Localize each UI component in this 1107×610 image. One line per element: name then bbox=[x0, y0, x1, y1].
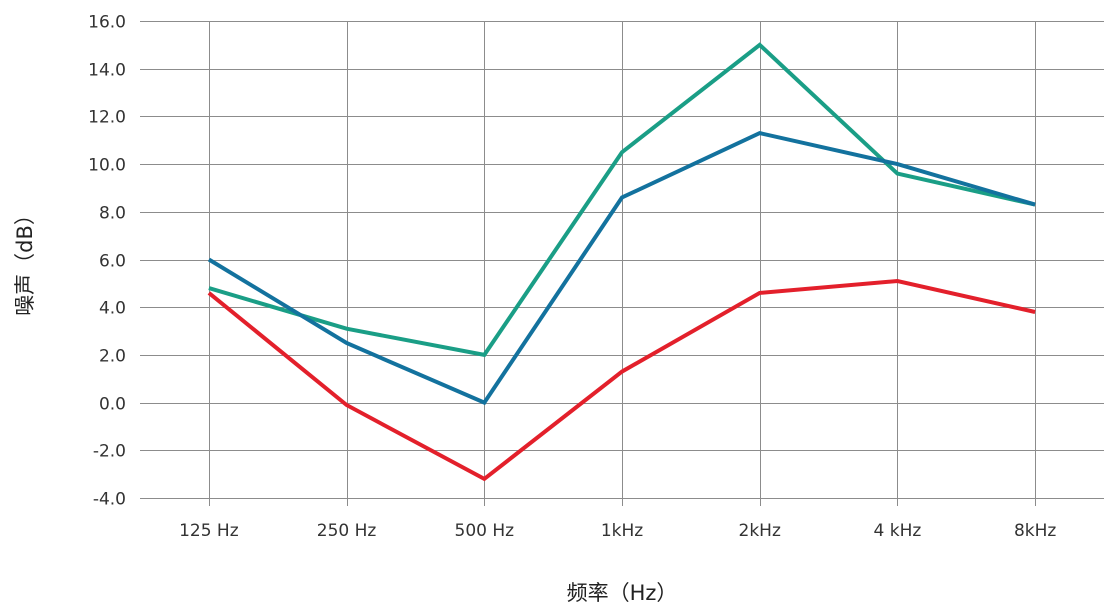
y-tick-label: 14.0 bbox=[88, 61, 126, 81]
y-tick-label: -2.0 bbox=[93, 442, 126, 462]
y-axis-title: 噪声（dB） bbox=[13, 204, 37, 316]
y-tick-label: 4.0 bbox=[99, 299, 126, 319]
series-line-1 bbox=[208, 42, 1036, 358]
series-line-3 bbox=[207, 278, 1036, 482]
x-tick-label: 8kHz bbox=[1014, 521, 1056, 541]
y-tick-label: 10.0 bbox=[88, 156, 126, 176]
series-line-2 bbox=[207, 130, 1036, 406]
x-tick-label: 500 Hz bbox=[455, 521, 515, 541]
x-tick-label: 1kHz bbox=[601, 521, 643, 541]
x-tick-label: 250 Hz bbox=[317, 521, 377, 541]
grid bbox=[140, 21, 1104, 506]
y-tick-label: 6.0 bbox=[99, 252, 126, 272]
series-lines bbox=[207, 42, 1036, 482]
x-tick-label: 125 Hz bbox=[179, 521, 239, 541]
y-tick-label: 2.0 bbox=[99, 347, 126, 367]
x-tick-label: 4 kHz bbox=[874, 521, 922, 541]
x-axis-ticks: 125 Hz 250 Hz 500 Hz 1kHz 2kHz 4 kHz 8kHz bbox=[179, 521, 1056, 541]
y-tick-label: 12.0 bbox=[88, 108, 126, 128]
x-axis-title: 频率（Hz） bbox=[567, 581, 678, 605]
y-tick-label: 16.0 bbox=[88, 13, 126, 33]
y-tick-label: 8.0 bbox=[99, 204, 126, 224]
x-tick-label: 2kHz bbox=[739, 521, 781, 541]
y-axis-ticks: 16.0 14.0 12.0 10.0 8.0 6.0 4.0 2.0 0.0 -2.0 -4.0 bbox=[88, 13, 126, 510]
y-tick-label: 0.0 bbox=[99, 395, 126, 415]
y-tick-label: -4.0 bbox=[93, 490, 126, 510]
